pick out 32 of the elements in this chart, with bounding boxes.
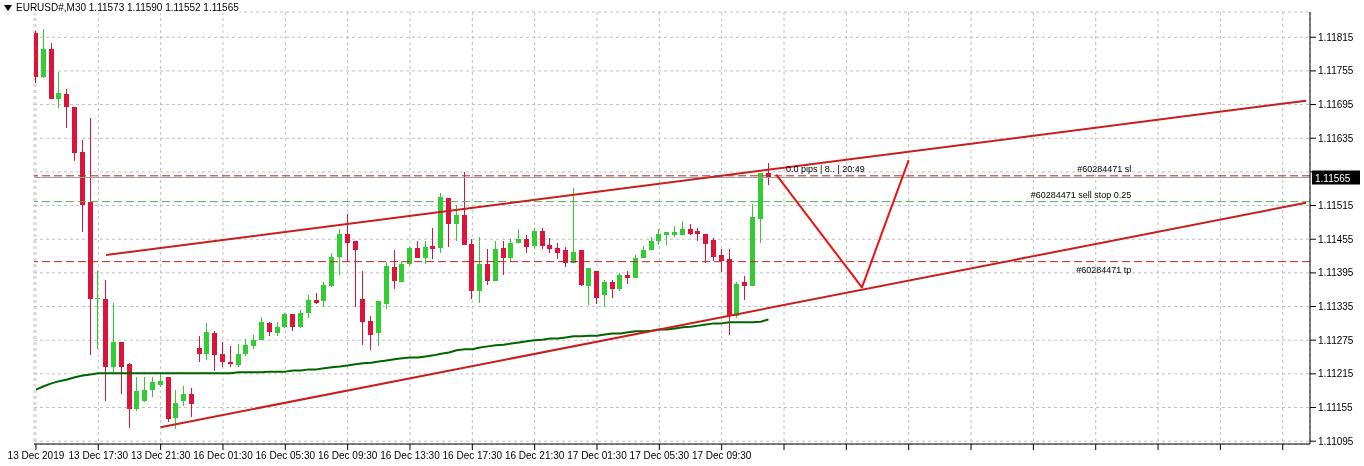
y-tick-label: 1.11275 [1318, 334, 1354, 346]
y-tick-label: 1.11335 [1318, 301, 1354, 313]
candlestick [430, 228, 435, 260]
x-tick-label: 17 Dec 09:30 [691, 450, 752, 462]
y-tick-label: 1.11095 [1318, 435, 1354, 447]
y-tick-label: 1.11215 [1318, 368, 1354, 380]
x-tick-label: 16 Dec 01:30 [193, 450, 254, 462]
ref-line-label: #60284471 sell stop 0.25 [1030, 189, 1132, 200]
y-tick-label: 1.11695 [1318, 99, 1354, 111]
chart-title: EURUSD#,M30 1.11573 1.11590 1.11552 1.11565 [16, 2, 239, 13]
y-tick-label: 1.11515 [1318, 200, 1354, 212]
y-tick-label: 1.11395 [1318, 267, 1354, 279]
annotation: 0.0 pips | 8.. | 20:49 [786, 164, 865, 174]
y-tick-label: 1.11635 [1318, 132, 1354, 144]
x-tick-label: 13 Dec 2019 [7, 450, 65, 462]
y-tick-label: 1.11455 [1318, 233, 1354, 245]
x-tick-label: 13 Dec 21:30 [130, 450, 191, 462]
line-series [34, 318, 770, 391]
x-tick-label: 16 Dec 09:30 [317, 450, 378, 462]
y-tick-label: 1.11815 [1318, 31, 1354, 43]
ref-line-label: #60284471 tp [1076, 264, 1132, 275]
x-tick-label: 16 Dec 17:30 [442, 450, 503, 462]
x-tick-label: 16 Dec 05:30 [255, 450, 316, 462]
ref-line-label: 1.11565 [1315, 172, 1351, 184]
x-tick-label: 13 Dec 17:30 [68, 450, 129, 462]
x-tick-label: 16 Dec 21:30 [504, 450, 565, 462]
x-tick-label: 17 Dec 01:30 [567, 450, 628, 462]
y-tick-label: 1.11755 [1318, 65, 1354, 77]
ref-line-label: #60284471 sl [1077, 163, 1132, 174]
y-tick-label: 1.11155 [1318, 402, 1354, 414]
x-tick-label: 17 Dec 05:30 [629, 450, 690, 462]
x-tick-label: 16 Dec 13:30 [380, 450, 441, 462]
